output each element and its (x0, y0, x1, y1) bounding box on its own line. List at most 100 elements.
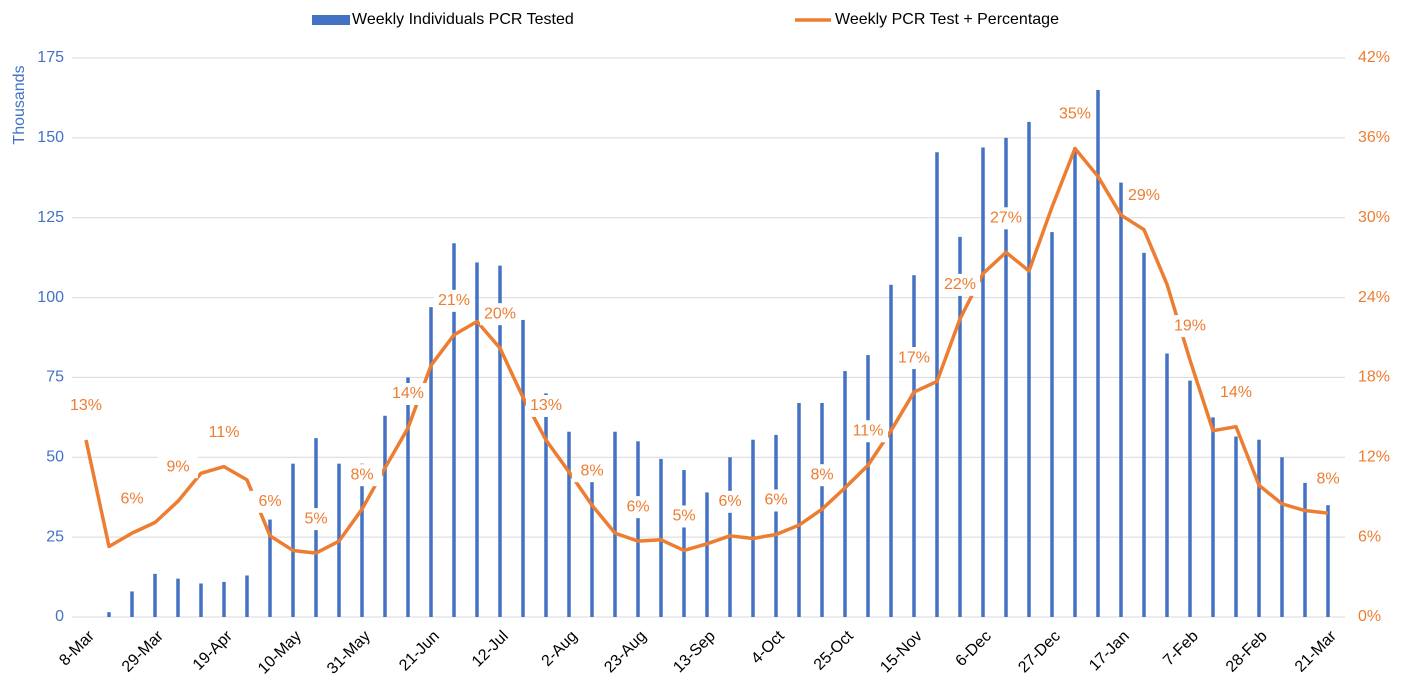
bar (866, 355, 870, 617)
bar (1165, 353, 1169, 617)
bar (360, 463, 364, 617)
label-bg (66, 394, 106, 417)
data-label: 9% (166, 458, 189, 475)
bar (590, 470, 594, 617)
x-tick-label: 21-Mar (1292, 627, 1340, 675)
y-tick-label: 125 (37, 209, 64, 226)
bar (912, 275, 916, 617)
data-label: 27% (990, 210, 1022, 227)
y2-tick-label: 18% (1358, 369, 1390, 386)
label-bg (1308, 468, 1348, 491)
data-label: 29% (1128, 187, 1160, 204)
x-tick-label: 28-Feb (1223, 628, 1271, 676)
x-tick-label: 4-Oct (748, 627, 788, 667)
data-label: 19% (1174, 317, 1206, 334)
data-label: 8% (810, 466, 833, 483)
data-label: 20% (484, 305, 516, 322)
bar (659, 458, 663, 617)
x-tick-label: 2-Aug (539, 628, 581, 670)
label-bg (848, 420, 888, 443)
x-tick-label: 31-May (324, 628, 374, 678)
bar (1211, 417, 1215, 617)
label-bg (158, 456, 198, 479)
y-tick-label: 0 (55, 608, 64, 625)
y-tick-label: 150 (37, 129, 64, 146)
data-label: 6% (626, 498, 649, 515)
data-label: 13% (70, 397, 102, 414)
legend-swatch (312, 15, 350, 25)
bar (199, 583, 203, 617)
label-bg (618, 496, 658, 519)
bar (498, 265, 502, 617)
bar (682, 470, 686, 617)
bar (981, 147, 985, 617)
x-tick-label: 25-Oct (811, 627, 857, 673)
x-tick-label: 15-Nov (877, 628, 926, 677)
bar (567, 431, 571, 617)
label-bg (526, 394, 566, 417)
data-label: 14% (392, 385, 424, 402)
bar (797, 402, 801, 617)
legend-label: Weekly Individuals PCR Tested (352, 11, 574, 28)
y2-tick-label: 42% (1358, 49, 1390, 66)
data-label: 8% (1316, 470, 1339, 487)
bar (383, 415, 387, 617)
x-tick-label: 17-Jan (1086, 628, 1133, 675)
bar (475, 262, 479, 617)
legend-label: Weekly PCR Test + Percentage (835, 11, 1059, 28)
label-bg (112, 488, 152, 511)
y-axis-title: Thousands (11, 65, 28, 144)
bar (1073, 147, 1077, 617)
bar (843, 371, 847, 617)
x-tick-label: 8-Mar (56, 627, 98, 669)
label-bg (296, 508, 336, 531)
line (84, 146, 1329, 555)
label-bg (756, 489, 796, 512)
bar (613, 431, 617, 617)
y2-tick-label: 12% (1358, 449, 1390, 466)
bar (1027, 121, 1031, 617)
x-tick-label: 7-Feb (1160, 628, 1202, 670)
bar (1050, 232, 1054, 618)
bar (130, 591, 134, 617)
bar (406, 377, 410, 617)
bar (245, 575, 249, 617)
y2-tick-label: 24% (1358, 289, 1390, 306)
bar (1234, 436, 1238, 617)
bar (153, 573, 157, 617)
x-tick-label: 12-Jul (469, 628, 512, 671)
x-tick-label: 21-Jun (396, 628, 443, 675)
y2-tick-label: 36% (1358, 129, 1390, 146)
label-bg (342, 464, 382, 487)
y-tick-label: 25 (46, 528, 64, 545)
x-tick-label: 23-Aug (601, 628, 650, 677)
label-bg (250, 490, 290, 513)
data-label: 6% (764, 492, 787, 509)
bar (544, 393, 548, 617)
y-tick-label: 100 (37, 289, 64, 306)
bar (1119, 182, 1123, 617)
data-label: 6% (718, 493, 741, 510)
x-tick-label: 13-Sep (670, 628, 719, 677)
data-label: 8% (350, 466, 373, 483)
y2-tick-label: 30% (1358, 209, 1390, 226)
bar (1142, 252, 1146, 617)
label-bg (1170, 315, 1210, 338)
label-bg (1055, 103, 1095, 126)
bar (1004, 137, 1008, 617)
x-tick-label: 10-May (255, 628, 305, 678)
data-label: 6% (120, 490, 143, 507)
data-label: 5% (672, 508, 695, 525)
data-label: 14% (1220, 384, 1252, 401)
data-label: 6% (258, 493, 281, 510)
x-tick-label: 19-Apr (190, 627, 236, 673)
data-label: 35% (1059, 106, 1091, 123)
bar (636, 441, 640, 617)
bar (774, 434, 778, 617)
y-tick-label: 75 (46, 369, 64, 386)
x-tick-label: 27-Dec (1015, 628, 1064, 677)
label-bg (204, 421, 244, 444)
label-bg (940, 273, 980, 296)
label-bg (434, 289, 474, 312)
